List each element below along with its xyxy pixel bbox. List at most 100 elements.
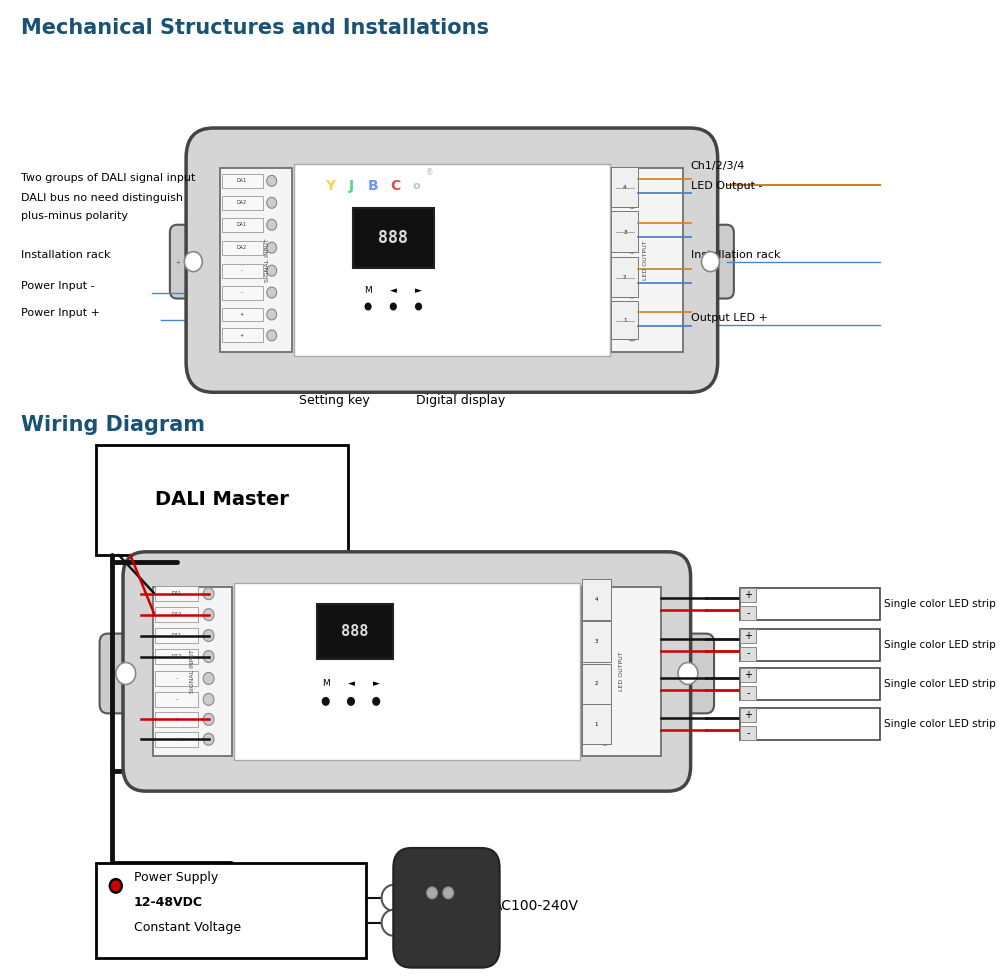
- Text: 888: 888: [341, 623, 369, 639]
- Circle shape: [111, 880, 121, 891]
- Text: +: +: [744, 670, 752, 680]
- Text: DA1: DA1: [237, 222, 247, 228]
- Text: LED Output -: LED Output -: [691, 181, 762, 191]
- Circle shape: [203, 734, 214, 745]
- Circle shape: [382, 910, 405, 936]
- Circle shape: [203, 629, 214, 642]
- Text: 888: 888: [378, 229, 408, 247]
- Bar: [222, 174, 263, 188]
- Bar: [155, 607, 198, 622]
- Bar: [582, 704, 611, 744]
- Circle shape: [415, 303, 422, 311]
- FancyBboxPatch shape: [683, 225, 734, 299]
- Text: +: +: [240, 312, 244, 317]
- Text: ◄: ◄: [348, 679, 354, 688]
- Text: +: +: [174, 717, 178, 722]
- Bar: [740, 687, 756, 701]
- Text: +: +: [744, 590, 752, 600]
- Bar: [740, 668, 880, 701]
- Circle shape: [443, 887, 454, 899]
- Text: Constant Voltage: Constant Voltage: [134, 921, 241, 934]
- Text: ◄: ◄: [390, 286, 397, 295]
- Circle shape: [627, 176, 637, 187]
- Bar: [294, 164, 610, 357]
- Circle shape: [600, 629, 610, 642]
- Text: -: -: [175, 676, 177, 681]
- Bar: [582, 587, 661, 756]
- FancyBboxPatch shape: [186, 128, 718, 393]
- Bar: [740, 668, 756, 683]
- Bar: [582, 663, 611, 704]
- Bar: [96, 863, 366, 957]
- Circle shape: [116, 662, 136, 685]
- Text: +: +: [174, 737, 178, 742]
- Circle shape: [627, 219, 637, 231]
- Text: Single color LED strip: Single color LED strip: [884, 719, 996, 729]
- Text: Digital display: Digital display: [416, 395, 505, 407]
- Bar: [155, 671, 198, 686]
- Bar: [740, 606, 756, 619]
- Circle shape: [600, 713, 610, 725]
- Circle shape: [267, 265, 277, 276]
- Bar: [155, 732, 198, 746]
- Bar: [740, 708, 880, 741]
- Circle shape: [267, 330, 277, 341]
- Bar: [155, 628, 198, 643]
- Bar: [740, 588, 756, 602]
- Bar: [222, 195, 263, 210]
- Text: 12-48VDC: 12-48VDC: [134, 896, 203, 910]
- Text: 3: 3: [623, 230, 627, 234]
- Bar: [740, 726, 756, 741]
- Bar: [611, 168, 683, 353]
- Text: DA1: DA1: [237, 179, 247, 184]
- Circle shape: [364, 303, 372, 311]
- Text: -: -: [747, 608, 750, 617]
- Bar: [153, 587, 232, 756]
- Circle shape: [678, 662, 698, 685]
- Bar: [740, 708, 756, 722]
- Bar: [222, 264, 263, 277]
- Text: B: B: [368, 179, 379, 192]
- Circle shape: [600, 588, 610, 600]
- Bar: [740, 647, 756, 660]
- Text: -: -: [241, 268, 243, 274]
- Circle shape: [627, 309, 637, 320]
- Bar: [582, 578, 611, 619]
- Bar: [222, 218, 263, 232]
- Text: +: +: [240, 333, 244, 338]
- Circle shape: [267, 197, 277, 208]
- Bar: [155, 692, 198, 707]
- FancyBboxPatch shape: [393, 848, 500, 967]
- Text: ►: ►: [373, 679, 380, 688]
- Bar: [611, 167, 638, 207]
- Circle shape: [203, 651, 214, 662]
- Text: -: -: [175, 697, 177, 701]
- Circle shape: [267, 242, 277, 253]
- Text: SIGNAL INPUT: SIGNAL INPUT: [190, 650, 195, 694]
- Text: 4: 4: [595, 597, 598, 602]
- Text: Power Input +: Power Input +: [21, 309, 100, 319]
- Circle shape: [267, 176, 277, 187]
- FancyBboxPatch shape: [123, 552, 691, 791]
- Text: Setting key: Setting key: [299, 395, 369, 407]
- Circle shape: [109, 878, 123, 894]
- Text: DA2: DA2: [237, 245, 247, 250]
- Text: Y: Y: [325, 179, 335, 192]
- Text: DA1: DA1: [171, 591, 181, 596]
- Bar: [740, 628, 756, 643]
- Bar: [234, 582, 580, 760]
- Text: Single color LED strip: Single color LED strip: [884, 640, 996, 650]
- Text: 4: 4: [623, 186, 627, 191]
- Text: DA2: DA2: [171, 654, 181, 659]
- Text: ®: ®: [426, 168, 433, 178]
- Text: DA2: DA2: [237, 200, 247, 205]
- Text: Mechanical Structures and Installations: Mechanical Structures and Installations: [21, 19, 489, 38]
- Circle shape: [347, 697, 355, 705]
- Text: 2: 2: [623, 276, 627, 280]
- Circle shape: [600, 734, 610, 745]
- Text: DALI Master: DALI Master: [155, 490, 289, 509]
- Circle shape: [600, 651, 610, 662]
- Text: Two groups of DALI signal input: Two groups of DALI signal input: [21, 173, 196, 183]
- Bar: [611, 211, 638, 252]
- Circle shape: [382, 885, 405, 911]
